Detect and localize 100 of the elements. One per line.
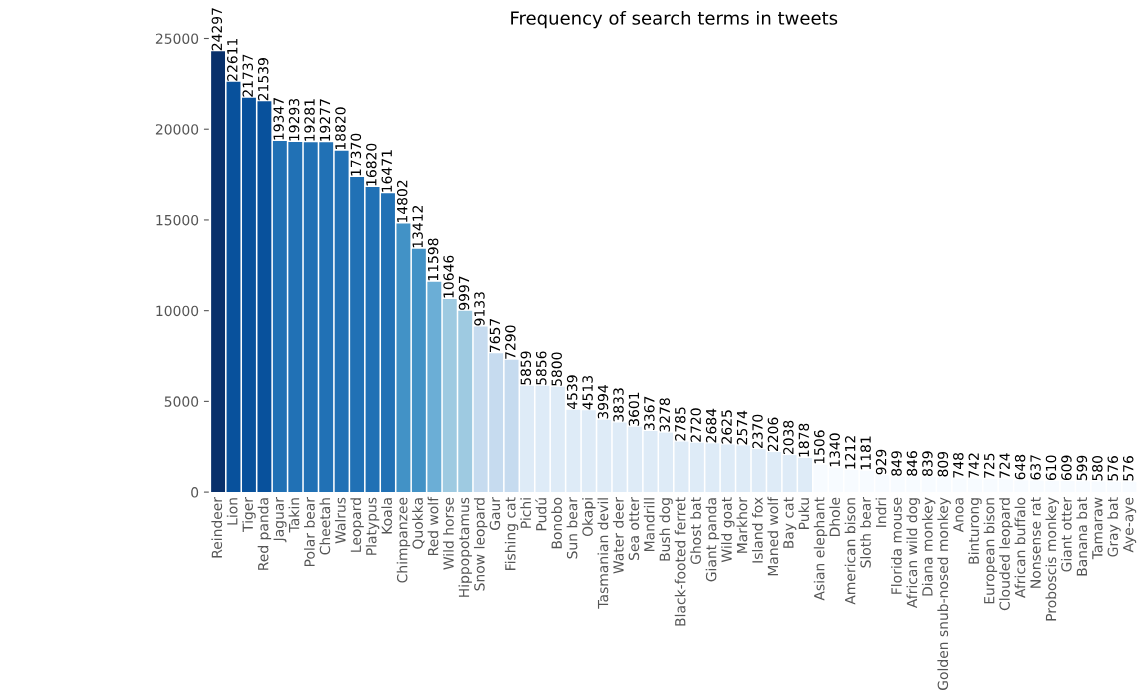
data-label: 5859 xyxy=(520,351,532,385)
data-label: 3833 xyxy=(613,388,624,422)
bar xyxy=(504,359,519,493)
data-label: 725 xyxy=(983,453,995,478)
x-tick-label: Reindeer xyxy=(211,496,223,558)
x-tick-label: Quokka xyxy=(412,498,425,549)
data-label: 839 xyxy=(922,451,933,476)
data-label: 576 xyxy=(1122,456,1134,481)
x-tick-label: Pudú xyxy=(535,498,547,531)
x-tick-label: Fishing cat xyxy=(504,497,519,570)
x-tick-label: Indri xyxy=(875,498,887,527)
data-label: 24297 xyxy=(211,8,223,51)
x-tick-label: Island fox xyxy=(752,497,763,563)
bar xyxy=(226,81,241,493)
x-tick-label: Lion xyxy=(226,498,238,525)
x-tick-label: Maned wolf xyxy=(767,496,779,576)
x-tick-label: Mandrill xyxy=(643,498,655,551)
x-tick-label: Clouded leopard xyxy=(999,498,1013,611)
data-label: 14802 xyxy=(396,180,408,223)
x-tick-label: Hippopotamus xyxy=(458,497,472,597)
data-label: 724 xyxy=(999,453,1010,478)
data-label: 2720 xyxy=(690,408,701,442)
data-label: 1878 xyxy=(798,423,810,457)
data-label: 21539 xyxy=(257,58,269,101)
x-tick-label: European bison xyxy=(983,498,998,604)
x-tick-label: Red wolf xyxy=(427,496,439,556)
y-tick-label: 5000 xyxy=(164,396,199,407)
data-label: 7290 xyxy=(505,325,516,359)
x-tick-label: Asian elephant xyxy=(813,497,828,601)
data-label: 18820 xyxy=(335,107,346,150)
data-label: 4539 xyxy=(566,375,578,410)
data-label: 19281 xyxy=(304,99,315,141)
data-label: 5856 xyxy=(535,351,547,385)
x-tick-label: Snow leopard xyxy=(473,498,488,591)
data-label: 19293 xyxy=(288,98,300,141)
data-label: 2038 xyxy=(783,420,794,455)
data-label: 742 xyxy=(968,453,979,478)
x-tick-label: Wild goat xyxy=(721,497,735,563)
x-tick-label: Polar bear xyxy=(304,496,315,567)
x-tick-label: Markhor xyxy=(736,496,748,553)
x-tick-label: Puku xyxy=(798,498,810,529)
x-tick-label: Ghost bat xyxy=(690,497,701,565)
x-tick-label: Aye-aye xyxy=(1123,497,1137,553)
x-tick-label: Proboscis monkey xyxy=(1045,497,1059,621)
x-tick-label: Cheetah xyxy=(319,498,331,555)
data-label: 1506 xyxy=(814,430,825,464)
x-tick-label: Binturong xyxy=(968,498,982,564)
y-tick-label: 0 xyxy=(191,487,199,498)
x-tick-label: Leopard xyxy=(350,498,364,552)
x-tick-label: Red panda xyxy=(257,498,272,570)
bar xyxy=(520,385,534,493)
data-label: 13412 xyxy=(412,205,423,248)
data-label: 609 xyxy=(1061,455,1072,481)
data-label: 580 xyxy=(1092,455,1103,481)
x-tick-label: Jaguar xyxy=(273,496,287,543)
y-tick-label: 15000 xyxy=(156,214,199,226)
x-tick-label: Sloth bear xyxy=(860,496,871,568)
x-tick-label: Bush dog xyxy=(659,498,673,561)
x-tick-label: African buffalo xyxy=(1014,497,1026,598)
chart-title: Frequency of search terms in tweets xyxy=(511,10,838,29)
x-tick-label: Platypus xyxy=(365,497,380,555)
data-label: 17370 xyxy=(350,133,362,176)
x-tick-label: African wild dog xyxy=(906,498,920,609)
data-label: 1181 xyxy=(860,436,871,470)
data-label: 637 xyxy=(1030,455,1041,480)
y-tick-label: 10000 xyxy=(156,305,199,317)
data-label: 16471 xyxy=(381,150,393,192)
x-tick-label: Chimpanzee xyxy=(396,497,411,583)
data-label: 849 xyxy=(891,451,902,476)
bar xyxy=(396,223,411,493)
data-label: 3994 xyxy=(597,385,609,419)
bar xyxy=(427,281,442,493)
x-tick-label: Sea otter xyxy=(628,496,640,560)
x-tick-label: Water deer xyxy=(612,496,624,574)
bar xyxy=(211,51,226,493)
data-label: 22611 xyxy=(227,38,238,81)
x-tick-label: Golden snub-nosed monkey xyxy=(937,497,951,690)
x-tick-label: Bonobo xyxy=(551,497,562,549)
data-label: 929 xyxy=(875,449,887,475)
bar xyxy=(365,186,380,493)
data-label: 2206 xyxy=(767,417,779,452)
data-label: 846 xyxy=(906,451,918,476)
x-tick-label: Banana bat xyxy=(1076,497,1088,576)
data-label: 3367 xyxy=(644,396,655,430)
bar xyxy=(411,248,426,493)
x-tick-label: Nonsense rat xyxy=(1030,497,1041,588)
x-tick-label: Walrus xyxy=(334,497,346,544)
x-tick-label: Sun bear xyxy=(566,496,578,559)
data-label: 3601 xyxy=(628,392,640,426)
x-tick-label: American bison xyxy=(844,498,856,605)
x-tick-label: Dhole xyxy=(829,497,840,536)
x-tick-label: Tiger xyxy=(242,496,256,532)
x-tick-label: Pichi xyxy=(520,498,532,528)
data-label: 9997 xyxy=(458,276,470,310)
data-label: 7657 xyxy=(489,319,501,353)
data-label: 21737 xyxy=(242,54,253,97)
data-label: 19347 xyxy=(273,98,284,140)
data-label: 2370 xyxy=(752,414,763,449)
data-label: 10646 xyxy=(443,255,454,298)
data-label: 610 xyxy=(1045,455,1057,481)
